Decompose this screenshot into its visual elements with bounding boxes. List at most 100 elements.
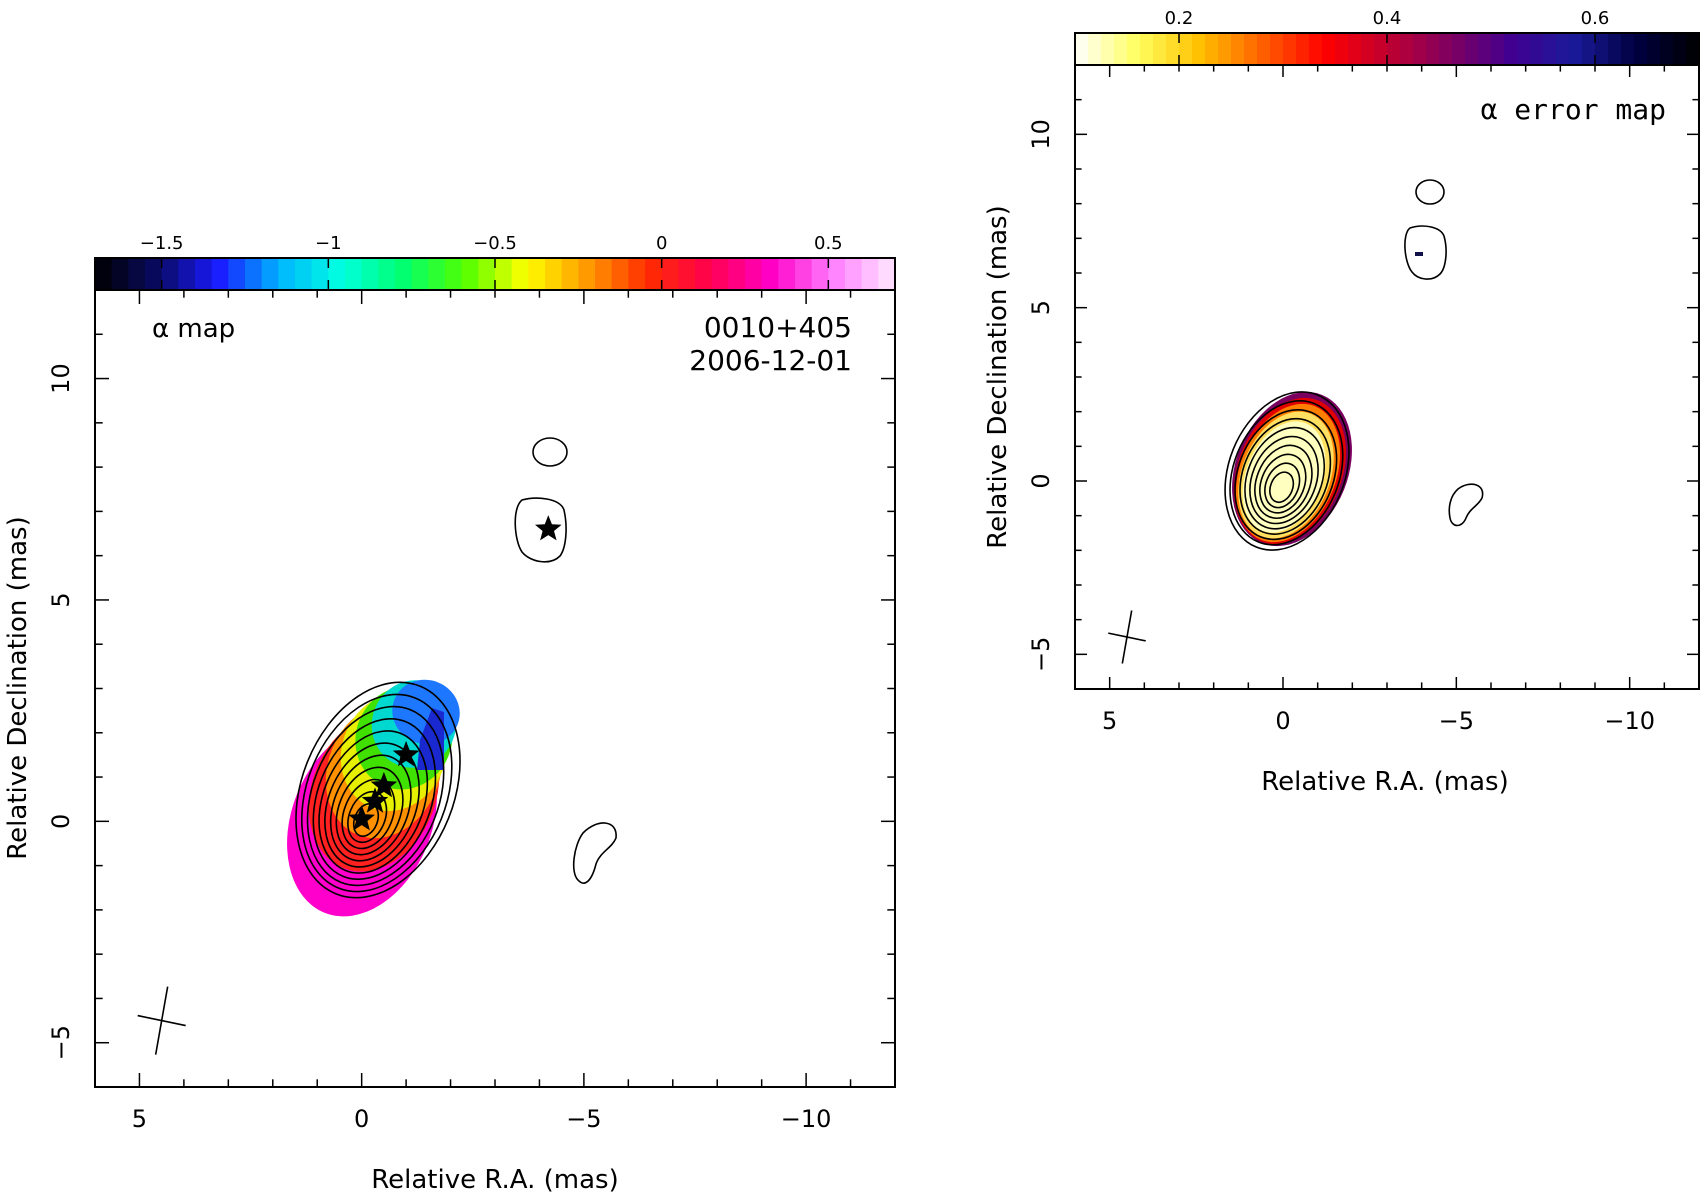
colorbar-cell — [445, 258, 463, 290]
colorbar-tick-label: −0.5 — [473, 233, 517, 254]
observation-date: 2006-12-01 — [689, 344, 852, 377]
contours-right — [1224, 391, 1350, 551]
colorbar-cell — [1296, 33, 1310, 65]
contour-level — [329, 754, 412, 862]
contour-level — [1229, 400, 1344, 546]
colorbar-cell — [145, 258, 163, 290]
colorbar-cell — [161, 258, 179, 290]
colorbar-cell — [1634, 33, 1648, 65]
colorbar-cell — [211, 258, 229, 290]
y-axis-label-right: Relative Declination (mas) — [983, 205, 1013, 548]
colorbar-cell — [1205, 33, 1219, 65]
colorbar-cell — [128, 258, 146, 290]
x-tick-label: 0 — [354, 1105, 369, 1133]
colorbar-cell — [1218, 33, 1232, 65]
contour-level — [295, 681, 461, 899]
colorbar-cell — [1413, 33, 1427, 65]
colorbar-cell — [1192, 33, 1206, 65]
y-tick-label: −5 — [1027, 637, 1055, 672]
contour-level — [1269, 471, 1295, 504]
colorbar-tick-label: 0 — [656, 233, 667, 254]
colorbar-cell — [811, 258, 829, 290]
colorbar-cell — [1556, 33, 1570, 65]
colorbar-cell — [1140, 33, 1154, 65]
colorbar-right: 0.2 0.4 0.6 — [1074, 8, 1700, 66]
colorbar-cell — [678, 258, 696, 290]
colorbar-cell — [1608, 33, 1622, 65]
colorbar-cell — [1452, 33, 1466, 65]
contour-level — [1224, 391, 1350, 551]
colorbar-cell — [111, 258, 129, 290]
error-contour-blob-southwest — [1448, 483, 1484, 527]
beam-minor-axis — [137, 1014, 186, 1027]
y-tick-label: 10 — [47, 363, 75, 394]
contour-blob-north-upper — [532, 437, 568, 467]
colorbar-cell — [845, 258, 863, 290]
alpha-error-map-panel: 0.2 0.4 0.6 5 0 −5 −10 10 5 0 −5 α error map Rela… — [983, 8, 1700, 797]
y-axis-label-left: Relative Declination (mas) — [3, 516, 33, 859]
contour-level — [306, 705, 445, 887]
colorbar-cell — [511, 258, 529, 290]
error-contour-blob-north-lower — [1404, 225, 1447, 280]
alpha-map-panel: −1.5 −1 −0.5 0 0.5 5 0 −5 −10 10 5 0 −5 α map 0010+… — [3, 233, 896, 1195]
alpha-region-deep-blue — [417, 708, 444, 770]
colorbar-tick-label: 0.5 — [814, 233, 843, 254]
contour-blob-north-lower — [514, 497, 567, 563]
colorbar-cell — [528, 258, 546, 290]
x-axis-label-left: Relative R.A. (mas) — [371, 1165, 618, 1195]
colorbar-cell — [1621, 33, 1635, 65]
axis-ticks-left: 5 0 −5 −10 10 5 0 −5 — [47, 289, 896, 1133]
colorbar-cell — [95, 258, 113, 290]
colorbar-cell — [361, 258, 379, 290]
y-tick-label: 5 — [1027, 300, 1055, 315]
colorbar-cell — [328, 258, 346, 290]
colorbar-tick-label: −1 — [315, 233, 342, 254]
colorbar-cell — [1179, 33, 1193, 65]
colorbar-cell — [761, 258, 779, 290]
x-tick-label: −5 — [1439, 707, 1474, 735]
colorbar-cell — [595, 258, 613, 290]
colorbar-cell — [195, 258, 213, 290]
colorbar-cell — [1478, 33, 1492, 65]
error-contour-blob-north-upper — [1415, 179, 1445, 205]
colorbar-cell — [1231, 33, 1245, 65]
colorbar-cell — [495, 258, 513, 290]
colorbar-cell — [278, 258, 296, 290]
colorbar-cell — [1257, 33, 1271, 65]
colorbar-cell — [711, 258, 729, 290]
colorbar-cell — [261, 258, 279, 290]
component-stars — [348, 515, 562, 831]
colorbar-cell — [311, 258, 329, 290]
colorbar-tick-label: 0.6 — [1581, 8, 1610, 29]
contour-level — [1239, 417, 1332, 535]
colorbar-cell — [345, 258, 363, 290]
contour-level — [1259, 453, 1307, 514]
colorbar-cell — [295, 258, 313, 290]
colorbar-left-ticks: −1.5 −1 −0.5 0 0.5 — [140, 233, 843, 290]
colorbar-cell — [1439, 33, 1453, 65]
contour-level — [335, 766, 404, 856]
colorbar-cell — [778, 258, 796, 290]
colorbar-cell — [178, 258, 196, 290]
colorbar-cell — [1400, 33, 1414, 65]
colorbar-cell — [828, 258, 846, 290]
colorbar-cell — [695, 258, 713, 290]
contour-level — [300, 693, 453, 893]
colorbar-cell — [1088, 33, 1102, 65]
x-tick-label: 5 — [1102, 707, 1117, 735]
y-tick-label: 10 — [1027, 119, 1055, 150]
colorbar-cell — [795, 258, 813, 290]
colorbar-cell — [628, 258, 646, 290]
colorbar-cell — [1283, 33, 1297, 65]
colorbar-cell — [1582, 33, 1596, 65]
colorbar-cell — [395, 258, 413, 290]
x-tick-label: −5 — [566, 1105, 601, 1133]
star-marker — [392, 740, 420, 767]
colorbar-cell — [1270, 33, 1284, 65]
contour-blob-southwest — [572, 822, 617, 884]
contour-level — [312, 718, 437, 880]
colorbar-cell — [561, 258, 579, 290]
colorbar-cell — [228, 258, 246, 290]
colorbar-cell — [1686, 33, 1700, 65]
colorbar-cell — [428, 258, 446, 290]
